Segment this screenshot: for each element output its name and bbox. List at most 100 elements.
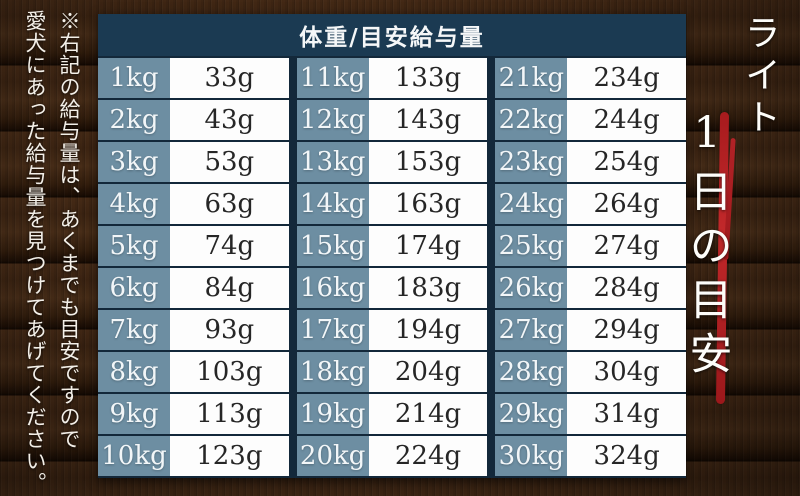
amount-cell: 123g (170, 436, 289, 476)
weight-cell: 13kg (296, 142, 369, 182)
feeding-table: 体重/目安給与量 1kg 33g 2kg 43g 3kg 53g 4kg 63g 5kg 74g 6… (98, 14, 687, 478)
table-column-2: 11kg 133g 12kg 143g 13kg 153g 14kg 163g 15kg 174g… (296, 58, 488, 476)
table-row: 27kg 294g (495, 310, 687, 350)
disclaimer-line-1: ※右記の給与量は、あくまでも目安ですので (57, 10, 81, 450)
amount-cell: 224g (368, 436, 488, 476)
weight-cell: 7kg (98, 310, 170, 350)
amount-cell: 84g (170, 268, 289, 308)
amount-cell: 174g (368, 226, 488, 266)
table-row: 14kg 163g (296, 184, 488, 224)
table-row: 13kg 153g (296, 142, 488, 182)
weight-cell: 4kg (98, 184, 170, 224)
weight-cell: 29kg (495, 394, 568, 434)
amount-cell: 143g (368, 100, 488, 140)
table-row: 23kg 254g (495, 142, 687, 182)
weight-cell: 12kg (296, 100, 369, 140)
left-disclaimer-note: ※右記の給与量は、あくまでも目安ですので 愛犬にあった給与量を見つけてあげてくだ… (16, 10, 86, 496)
amount-cell: 254g (567, 142, 687, 182)
weight-cell: 14kg (296, 184, 369, 224)
weight-cell: 18kg (296, 352, 369, 392)
weight-cell: 10kg (98, 436, 170, 476)
amount-cell: 204g (368, 352, 488, 392)
weight-cell: 8kg (98, 352, 170, 392)
table-row: 11kg 133g (296, 58, 488, 98)
table-row: 10kg 123g (98, 436, 289, 476)
weight-cell: 23kg (495, 142, 568, 182)
amount-cell: 284g (567, 268, 687, 308)
amount-cell: 304g (567, 352, 687, 392)
amount-cell: 214g (368, 394, 488, 434)
table-row: 5kg 74g (98, 226, 289, 266)
disclaimer-line-2: 愛犬にあった給与量を見つけてあげてください。 (23, 10, 47, 494)
amount-cell: 153g (368, 142, 488, 182)
table-row: 21kg 234g (495, 58, 687, 98)
amount-cell: 63g (170, 184, 289, 224)
amount-cell: 183g (368, 268, 488, 308)
table-row: 6kg 84g (98, 268, 289, 308)
weight-cell: 5kg (98, 226, 170, 266)
table-row: 19kg 214g (296, 394, 488, 434)
amount-cell: 294g (567, 310, 687, 350)
table-row: 15kg 174g (296, 226, 488, 266)
table-row: 30kg 324g (495, 436, 687, 476)
daily-guide-title: 1日の目安 (682, 108, 732, 385)
table-row: 29kg 314g (495, 394, 687, 434)
amount-cell: 74g (170, 226, 289, 266)
amount-cell: 133g (368, 58, 488, 98)
weight-cell: 3kg (98, 142, 170, 182)
table-row: 9kg 113g (98, 394, 289, 434)
table-column-3: 21kg 234g 22kg 244g 23kg 254g 24kg 264g 25kg 274g… (495, 58, 687, 476)
weight-cell: 20kg (296, 436, 369, 476)
weight-cell: 21kg (495, 58, 568, 98)
table-row: 2kg 43g (98, 100, 289, 140)
amount-cell: 43g (170, 100, 289, 140)
weight-cell: 24kg (495, 184, 568, 224)
amount-cell: 234g (567, 58, 687, 98)
table-row: 22kg 244g (495, 100, 687, 140)
amount-cell: 194g (368, 310, 488, 350)
weight-cell: 27kg (495, 310, 568, 350)
table-body: 1kg 33g 2kg 43g 3kg 53g 4kg 63g 5kg 74g 6kg 84g 7kg 9… (98, 58, 687, 476)
amount-cell: 324g (567, 436, 687, 476)
weight-cell: 30kg (495, 436, 568, 476)
table-row: 17kg 194g (296, 310, 488, 350)
product-name-title: ライト (739, 14, 780, 140)
table-column-1: 1kg 33g 2kg 43g 3kg 53g 4kg 63g 5kg 74g 6kg 84g 7kg 9… (98, 58, 289, 476)
table-row: 18kg 204g (296, 352, 488, 392)
table-row: 7kg 93g (98, 310, 289, 350)
table-row: 25kg 274g (495, 226, 687, 266)
weight-cell: 25kg (495, 226, 568, 266)
table-row: 4kg 63g (98, 184, 289, 224)
amount-cell: 93g (170, 310, 289, 350)
amount-cell: 314g (567, 394, 687, 434)
weight-cell: 1kg (98, 58, 170, 98)
amount-cell: 274g (567, 226, 687, 266)
table-row: 1kg 33g (98, 58, 289, 98)
table-row: 8kg 103g (98, 352, 289, 392)
table-row: 3kg 53g (98, 142, 289, 182)
weight-cell: 28kg (495, 352, 568, 392)
table-row: 12kg 143g (296, 100, 488, 140)
weight-cell: 26kg (495, 268, 568, 308)
table-row: 26kg 284g (495, 268, 687, 308)
weight-cell: 22kg (495, 100, 568, 140)
weight-cell: 2kg (98, 100, 170, 140)
amount-cell: 113g (170, 394, 289, 434)
weight-cell: 11kg (296, 58, 369, 98)
weight-cell: 15kg (296, 226, 369, 266)
amount-cell: 264g (567, 184, 687, 224)
amount-cell: 244g (567, 100, 687, 140)
weight-cell: 16kg (296, 268, 369, 308)
amount-cell: 53g (170, 142, 289, 182)
table-row: 20kg 224g (296, 436, 488, 476)
table-row: 28kg 304g (495, 352, 687, 392)
amount-cell: 103g (170, 352, 289, 392)
table-row: 16kg 183g (296, 268, 488, 308)
amount-cell: 163g (368, 184, 488, 224)
weight-cell: 6kg (98, 268, 170, 308)
table-header: 体重/目安給与量 (98, 14, 686, 56)
table-row: 24kg 264g (495, 184, 687, 224)
weight-cell: 9kg (98, 394, 170, 434)
amount-cell: 33g (170, 58, 289, 98)
